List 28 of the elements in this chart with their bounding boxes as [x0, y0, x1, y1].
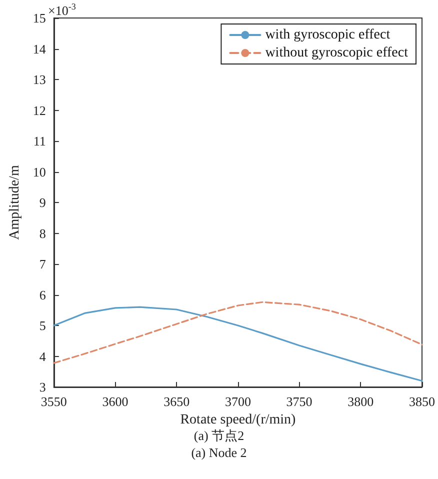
- legend-label: with gyroscopic effect: [265, 28, 390, 42]
- x-tick-label: 3700: [224, 394, 251, 409]
- x-tick-label: 3850: [409, 394, 435, 409]
- x-tick-label: 3600: [102, 394, 128, 409]
- legend-label: without gyroscopic effect: [265, 46, 408, 60]
- y-tick-label: 8: [39, 226, 46, 241]
- y-tick-label: 11: [33, 134, 46, 148]
- text: (a) Node 2: [191, 445, 247, 460]
- y-tick-label: 12: [32, 102, 46, 118]
- line-series: [53, 306, 423, 382]
- x-axis-title: Rotate speed/(r/min): [180, 412, 296, 428]
- line-series: [53, 301, 423, 364]
- y-tick-label: 7: [39, 256, 46, 272]
- y-tick-label: 15: [32, 10, 46, 26]
- x-tick-label: 3750: [286, 394, 312, 409]
- y-tick-label: 9: [39, 195, 46, 210]
- x-tick-label: 3800: [348, 394, 374, 409]
- y-tick-label: 6: [39, 287, 46, 302]
- y-tick-label: 14: [32, 41, 46, 56]
- y-axis-title: Amplitude/m: [8, 165, 22, 240]
- y-tick-label: 10: [32, 164, 46, 180]
- text: (a) 节点2: [194, 428, 244, 443]
- y-tick-label: 13: [32, 72, 46, 87]
- y-tick-label: 4: [39, 348, 46, 364]
- x-tick-label: 3650: [164, 394, 190, 409]
- y-tick-label: 5: [39, 318, 46, 333]
- x-tick-label: 3550: [40, 394, 67, 409]
- y-tick-label: 3: [39, 380, 46, 394]
